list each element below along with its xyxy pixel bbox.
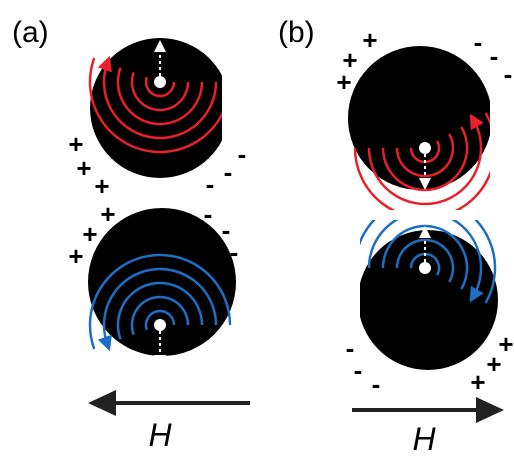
spiral-arc	[409, 140, 441, 164]
field-arrow	[352, 397, 504, 423]
minus-charge: -	[346, 333, 355, 363]
spiral-arc	[381, 126, 469, 192]
plus-charge: +	[486, 349, 501, 379]
minus-charge: -	[354, 355, 363, 385]
minus-charge: -	[372, 369, 381, 399]
spiral-arc	[130, 295, 190, 336]
spiral-arc	[97, 55, 218, 140]
disk-shape	[90, 38, 222, 178]
plus-charge: +	[470, 367, 485, 397]
minus-charge: -	[224, 157, 233, 187]
disk-body	[88, 38, 222, 178]
core-dot	[154, 76, 166, 88]
minus-charge: -	[474, 27, 483, 57]
disk-shape	[348, 46, 490, 190]
spiral-arc	[409, 252, 441, 276]
minus-charge: -	[206, 169, 215, 199]
spiral-arc	[395, 238, 455, 283]
core-dot	[419, 142, 431, 154]
field-label: H	[412, 421, 436, 457]
spiral-arc	[88, 57, 222, 154]
spiral-arc	[381, 224, 469, 290]
plus-charge: +	[76, 153, 91, 183]
minus-charge: -	[230, 237, 239, 267]
minus-charge: -	[490, 41, 499, 71]
plus-charge: +	[82, 219, 97, 249]
spiral-arc	[360, 220, 497, 304]
disk: +++---	[68, 38, 246, 201]
spiral-arc	[88, 253, 232, 350]
disk-body	[360, 220, 498, 370]
spiral-arc	[367, 113, 484, 206]
disk-body	[88, 208, 236, 356]
disk: +++---	[336, 25, 513, 210]
spiral-arc	[116, 67, 204, 126]
plus-charge: +	[336, 67, 351, 97]
spiral-arc	[367, 220, 484, 303]
field-label: H	[148, 417, 172, 453]
core-dot	[154, 319, 166, 331]
disk: +++---	[346, 220, 514, 399]
minus-charge: -	[204, 199, 213, 229]
spiral-arc	[144, 76, 176, 98]
plus-charge: +	[68, 241, 83, 271]
plus-charge: +	[68, 129, 83, 159]
plus-charge: +	[94, 171, 109, 201]
minus-charge: -	[222, 215, 231, 245]
spiral-arc	[395, 133, 455, 178]
panel-label: (b)	[278, 16, 315, 49]
spiral-arc	[97, 267, 218, 352]
plus-charge: +	[362, 25, 377, 55]
core-dot	[419, 262, 431, 274]
field-arrow	[88, 390, 250, 416]
minus-charge: -	[238, 139, 247, 169]
spiral-arc	[130, 71, 190, 112]
disk-shape	[360, 230, 498, 370]
spiral-arc	[353, 112, 490, 210]
plus-charge: +	[342, 45, 357, 75]
plus-charge: +	[100, 199, 115, 229]
disk: +++---	[68, 199, 239, 367]
spiral-arc	[144, 309, 176, 331]
spiral-arc	[116, 281, 204, 340]
disk-body	[348, 46, 490, 210]
panel-label: (a)	[12, 16, 49, 49]
plus-charge: +	[498, 329, 513, 359]
minus-charge: -	[504, 59, 513, 89]
